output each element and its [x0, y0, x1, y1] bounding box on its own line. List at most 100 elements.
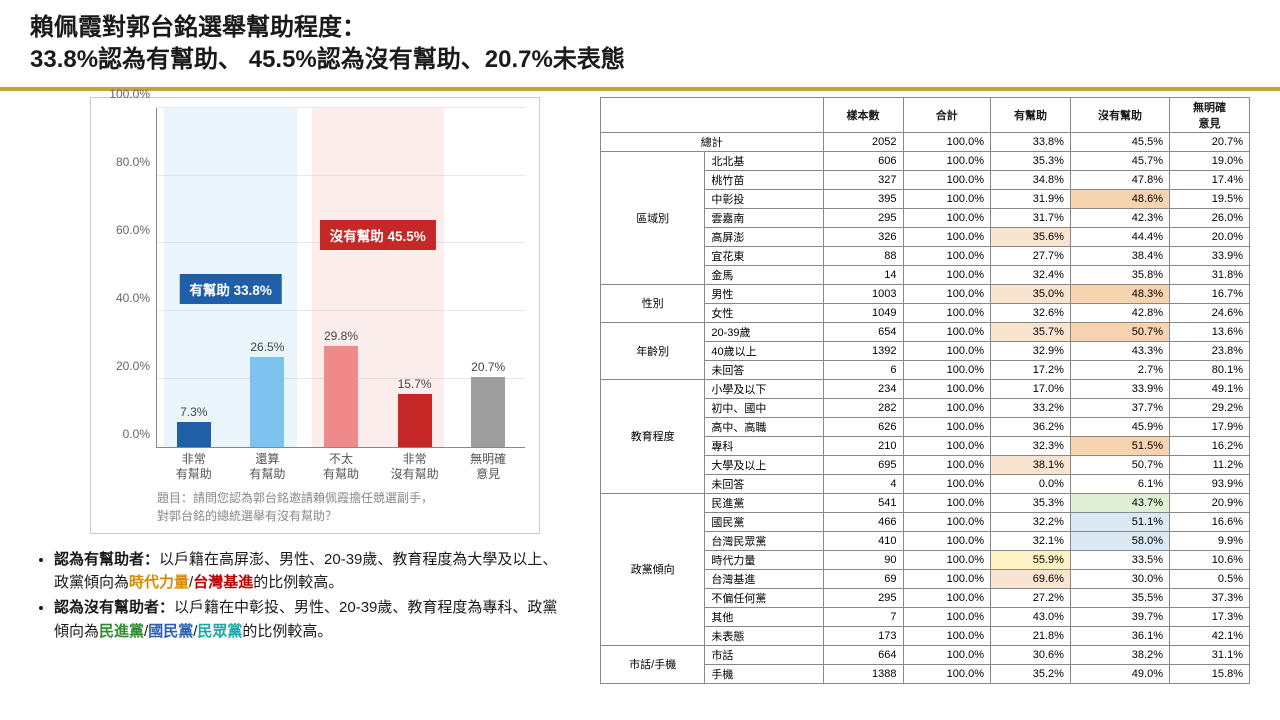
- table-cell: 32.6%: [990, 303, 1070, 322]
- table-cell: 100.0%: [903, 417, 990, 436]
- table-cell: 395: [823, 189, 903, 208]
- table-cell: 55.9%: [990, 550, 1070, 569]
- x-tick-label: 不太有幫助: [304, 448, 378, 483]
- table-header: 合計: [903, 97, 990, 132]
- table-cell: 29.2%: [1170, 398, 1250, 417]
- table-cell: 37.7%: [1070, 398, 1169, 417]
- table-cell: 0.5%: [1170, 569, 1250, 588]
- table-cell: 13.6%: [1170, 322, 1250, 341]
- table-cell: 69: [823, 569, 903, 588]
- table-cell: 27.2%: [990, 588, 1070, 607]
- table-row-label: 小學及以下: [705, 379, 823, 398]
- table-cell: 100.0%: [903, 151, 990, 170]
- table-cell: 7: [823, 607, 903, 626]
- table-cell: 38.2%: [1070, 645, 1169, 664]
- bar-value-label: 20.7%: [471, 360, 505, 374]
- table-row-label: 未回答: [705, 360, 823, 379]
- table-row-label: 中彰投: [705, 189, 823, 208]
- table-cell: 17.4%: [1170, 170, 1250, 189]
- crosstab-table: 樣本數合計有幫助沒有幫助無明確意見總計2052100.0%33.8%45.5%2…: [600, 97, 1250, 684]
- table-row: 性別男性1003100.0%35.0%48.3%16.7%: [601, 284, 1250, 303]
- bar-chart: 0.0%20.0%40.0%60.0%80.0%100.0% 有幫助 33.8%…: [90, 97, 540, 534]
- table-cell: 654: [823, 322, 903, 341]
- table-cell: 90: [823, 550, 903, 569]
- table-cell: 51.5%: [1070, 436, 1169, 455]
- table-cell: 100.0%: [903, 550, 990, 569]
- table-cell: 2052: [823, 132, 903, 151]
- table-cell: 100.0%: [903, 170, 990, 189]
- table-cell: 16.2%: [1170, 436, 1250, 455]
- table-cell: 6: [823, 360, 903, 379]
- table-cell: 26.0%: [1170, 208, 1250, 227]
- table-cell: 100.0%: [903, 379, 990, 398]
- bar: [250, 357, 284, 447]
- table-cell: 35.5%: [1070, 588, 1169, 607]
- table-cell: 16.6%: [1170, 512, 1250, 531]
- table-cell: 10.6%: [1170, 550, 1250, 569]
- title-block: 賴佩霞對郭台銘選舉幫助程度： 33.8%認為有幫助、 45.5%認為沒有幫助、2…: [0, 0, 1280, 83]
- table-cell: 606: [823, 151, 903, 170]
- table-cell: 33.2%: [990, 398, 1070, 417]
- table-cell: 4: [823, 474, 903, 493]
- table-cell: 49.0%: [1070, 664, 1169, 683]
- table-header: 樣本數: [823, 97, 903, 132]
- table-cell: 1003: [823, 284, 903, 303]
- table-cell: 14: [823, 265, 903, 284]
- table-cell: 100.0%: [903, 512, 990, 531]
- table-row-label: 台灣基進: [705, 569, 823, 588]
- table-cell: 20.9%: [1170, 493, 1250, 512]
- table-cell: 33.9%: [1170, 246, 1250, 265]
- table-cell: 50.7%: [1070, 455, 1169, 474]
- table-cell: 100.0%: [903, 341, 990, 360]
- table-cell: 32.1%: [990, 531, 1070, 550]
- table-cell: 42.3%: [1070, 208, 1169, 227]
- table-cell: 58.0%: [1070, 531, 1169, 550]
- bullet-1: 認為有幫助者：以戶籍在高屏澎、男性、20-39歲、教育程度為大學及以上、政黨傾向…: [54, 548, 570, 595]
- title-line-1: 賴佩霞對郭台銘選舉幫助程度：: [30, 12, 1250, 44]
- bar: [177, 422, 211, 447]
- table-header: 沒有幫助: [1070, 97, 1169, 132]
- table-row: 市話/手機市話664100.0%30.6%38.2%31.1%: [601, 645, 1250, 664]
- table-cell: 36.1%: [1070, 626, 1169, 645]
- table-cell: 17.0%: [990, 379, 1070, 398]
- table-cell: 42.1%: [1170, 626, 1250, 645]
- table-cell: 36.2%: [990, 417, 1070, 436]
- table-row-label: 20-39歲: [705, 322, 823, 341]
- table-cell: 38.4%: [1070, 246, 1169, 265]
- table-cell: 93.9%: [1170, 474, 1250, 493]
- divider-rule: [0, 87, 1280, 91]
- table-row-label: 市話: [705, 645, 823, 664]
- table-cell: 210: [823, 436, 903, 455]
- table-cell: 35.6%: [990, 227, 1070, 246]
- table-cell: 100.0%: [903, 284, 990, 303]
- table-cell: 100.0%: [903, 607, 990, 626]
- table-cell: 100.0%: [903, 398, 990, 417]
- table-cell: 32.4%: [990, 265, 1070, 284]
- table-cell: 31.1%: [1170, 645, 1250, 664]
- y-tick-label: 60.0%: [116, 223, 150, 237]
- table-cell: 2.7%: [1070, 360, 1169, 379]
- table-row-label: 民進黨: [705, 493, 823, 512]
- group-badge: 沒有幫助 45.5%: [320, 220, 436, 250]
- table-cell: 43.7%: [1070, 493, 1169, 512]
- bullet-list: 認為有幫助者：以戶籍在高屏澎、男性、20-39歲、教育程度為大學及以上、政黨傾向…: [30, 534, 570, 643]
- y-tick-label: 80.0%: [116, 155, 150, 169]
- table-cell: 1388: [823, 664, 903, 683]
- table-row-label: 未表態: [705, 626, 823, 645]
- table-row-label: 宜花東: [705, 246, 823, 265]
- table-cell: 43.3%: [1070, 341, 1169, 360]
- table-group-label: 市話/手機: [601, 645, 705, 683]
- table-cell: 19.0%: [1170, 151, 1250, 170]
- table-group-label: 性別: [601, 284, 705, 322]
- bar: [324, 346, 358, 447]
- table-cell: 100.0%: [903, 436, 990, 455]
- table-cell: 9.9%: [1170, 531, 1250, 550]
- table-cell: 17.9%: [1170, 417, 1250, 436]
- table-cell: 35.3%: [990, 151, 1070, 170]
- x-tick-label: 非常有幫助: [157, 448, 231, 483]
- table-cell: 48.3%: [1070, 284, 1169, 303]
- table-cell: 295: [823, 588, 903, 607]
- table-cell: 466: [823, 512, 903, 531]
- table-group-label: 政黨傾向: [601, 493, 705, 645]
- table-header: 有幫助: [990, 97, 1070, 132]
